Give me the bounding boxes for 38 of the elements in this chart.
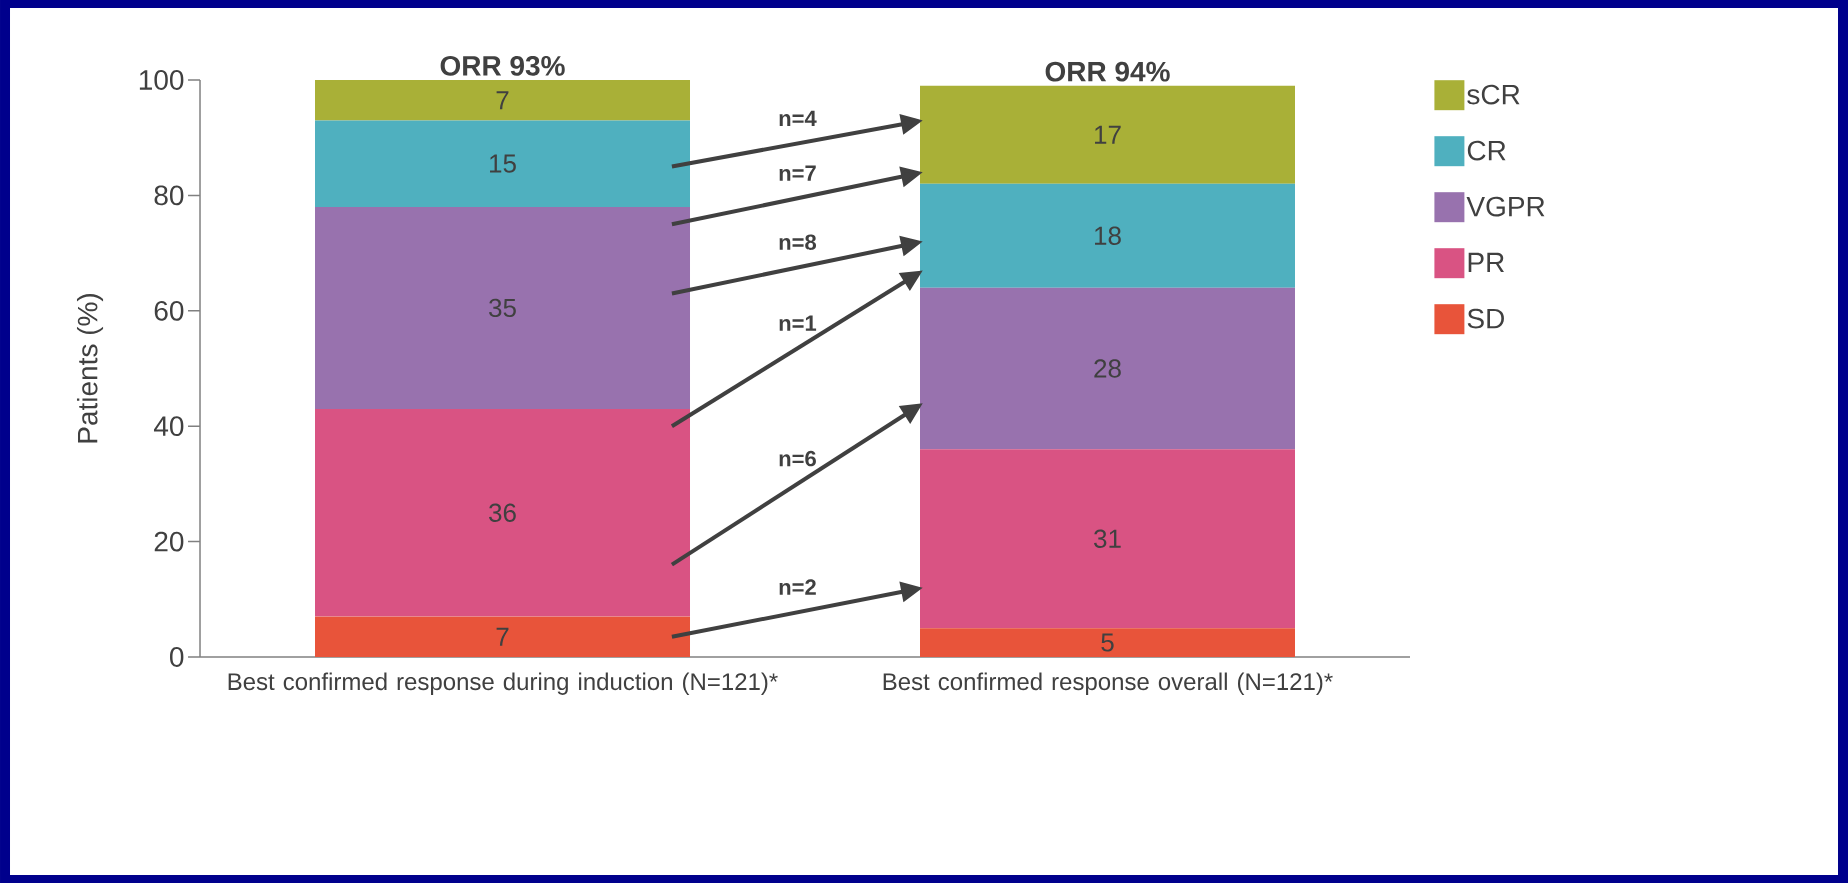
annotation: n=7 (779, 165, 816, 181)
data-label: 17 (1095, 125, 1121, 144)
legend-label: CR (1467, 140, 1506, 161)
legend-label: SD (1467, 308, 1504, 329)
y-tick-label: 80 (154, 185, 184, 206)
annotation: n=4 (779, 110, 817, 126)
x-tick-label: Best confirmed response during induction (N=121)* (228, 672, 778, 695)
legend-label: PR (1468, 252, 1504, 273)
data-label: 35 (489, 298, 516, 318)
data-label: 5 (1101, 633, 1114, 652)
annotation: ORR 93% (440, 55, 565, 76)
y-tick-label: 20 (154, 531, 184, 552)
bar (920, 85, 1295, 184)
y-tick-label: 100 (139, 70, 184, 90)
y-tick-label: 40 (153, 416, 184, 437)
annotation: ORR 94% (1045, 61, 1170, 82)
data-label: 28 (1094, 359, 1121, 378)
data-label: 15 (490, 154, 516, 173)
data-label: 18 (1095, 226, 1121, 245)
bar (315, 79, 691, 121)
bar (920, 628, 1295, 657)
legend-label: VGPR (1466, 196, 1545, 217)
y-tick-label: 60 (154, 300, 184, 321)
annotation: n=8 (779, 234, 817, 250)
data-label: 36 (489, 503, 516, 522)
annotation: n=2 (779, 579, 816, 595)
data-label: 7 (496, 91, 509, 110)
annotation: n=6 (779, 450, 816, 467)
data-label: 7 (496, 627, 509, 646)
y-tick-label: 0 (170, 647, 184, 667)
x-tick-label: Best confirmed response overall (N=121)* (883, 672, 1333, 695)
y-axis-title: Patients (%) (76, 294, 104, 443)
bar (920, 183, 1295, 288)
data-label: 31 (1094, 529, 1121, 548)
bar (920, 449, 1295, 629)
annotation: n=1 (779, 315, 817, 331)
bar (920, 287, 1295, 450)
legend-label: sCR (1467, 84, 1520, 105)
